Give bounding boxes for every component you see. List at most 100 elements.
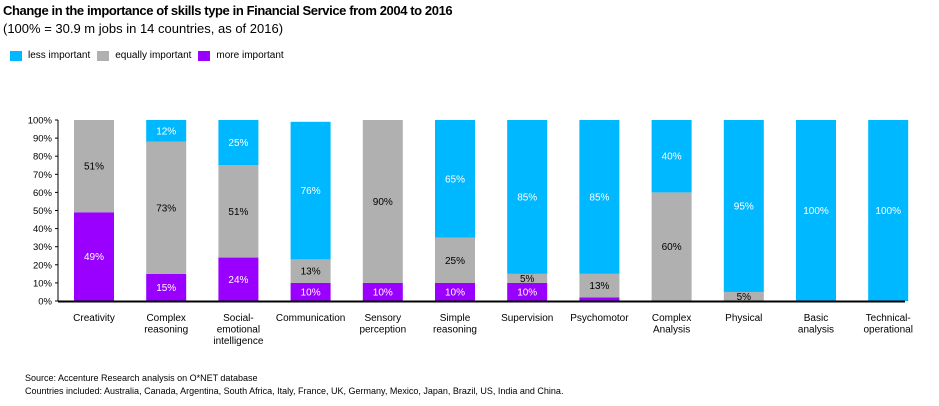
data-label: 10% — [373, 287, 393, 298]
legend-swatch-less-important — [10, 50, 22, 61]
x-tick-label: Social- — [223, 313, 254, 324]
x-tick-label: Complex — [652, 313, 691, 324]
legend-label: equally important — [115, 50, 192, 61]
legend-item-more-important: more important — [198, 50, 284, 61]
bar-segment-less-important — [723, 120, 764, 292]
legend-label: more important — [216, 50, 284, 61]
y-tick-label: 0% — [38, 297, 52, 308]
data-label: 95% — [734, 201, 754, 212]
x-tick-label: Creativity — [73, 313, 115, 324]
data-label: 100% — [803, 206, 829, 217]
x-tick-label: Physical — [725, 313, 762, 324]
bar-segment-less-important — [290, 121, 331, 260]
bar-segment-equally-important — [74, 120, 114, 213]
countries-note: Countries included: Australia, Canada, A… — [25, 386, 564, 396]
legend: less important equally important more im… — [10, 50, 291, 61]
bar-segment-equally-important — [146, 141, 187, 274]
legend-swatch-equally-important — [97, 50, 110, 61]
y-tick-label: 50% — [33, 206, 53, 217]
bar-segment-less-important — [507, 120, 548, 274]
data-label: 51% — [84, 162, 104, 173]
data-label: 51% — [228, 207, 248, 218]
y-tick-label: 10% — [33, 278, 53, 289]
data-label: 100% — [875, 206, 901, 217]
data-label-bg — [735, 291, 752, 301]
x-tick-label: Complex — [146, 313, 185, 324]
data-label: 13% — [301, 267, 321, 278]
x-tick-label: operational — [863, 325, 912, 336]
data-label-bg — [519, 272, 536, 283]
legend-label: less important — [28, 50, 91, 61]
legend-swatch-more-important — [198, 50, 211, 61]
y-tick-label: 80% — [33, 152, 53, 163]
data-label: 12% — [156, 126, 176, 137]
x-tick-label: Psychomotor — [570, 313, 629, 324]
x-tick-label: Analysis — [653, 325, 690, 336]
bar-segment-more-important — [218, 257, 259, 301]
data-label: 76% — [301, 186, 321, 197]
y-tick-label: 40% — [33, 224, 53, 235]
bar-segment-more-important — [435, 282, 475, 301]
chart-title: Change in the importance of skills type … — [3, 3, 453, 18]
chart-subtitle: (100% = 30.9 m jobs in 14 countries, as … — [3, 21, 284, 36]
y-tick-label: 70% — [33, 170, 53, 181]
x-tick-label: Basic — [804, 313, 828, 324]
data-label: 13% — [589, 281, 609, 292]
data-label: 85% — [589, 192, 609, 203]
x-tick-label: reasoning — [144, 325, 188, 336]
x-tick-label: emotional — [217, 325, 260, 336]
bar-segment-equally-important — [435, 237, 475, 283]
x-tick-label: Technical- — [866, 313, 911, 324]
legend-item-less-important: less important — [10, 50, 90, 61]
bar-segment-equally-important — [651, 192, 692, 301]
bar-segment-more-important — [362, 282, 403, 301]
data-label: 90% — [373, 197, 393, 208]
data-label: 5% — [520, 274, 535, 285]
bar-segment-less-important — [796, 120, 836, 301]
y-tick-label: 30% — [33, 242, 53, 253]
data-label: 40% — [662, 152, 682, 163]
data-label: 24% — [228, 275, 248, 286]
bar-segment-equally-important — [290, 259, 331, 283]
bar-segment-more-important — [507, 282, 548, 301]
data-label: 73% — [156, 203, 176, 214]
x-tick-label: Communication — [276, 313, 345, 324]
bar-segment-less-important — [651, 120, 692, 193]
data-label: 60% — [662, 242, 682, 253]
bar-segment-less-important — [868, 120, 909, 301]
bar-segment-equally-important — [579, 273, 620, 298]
legend-item-equally-important: equally important — [97, 50, 191, 61]
data-label: 10% — [445, 287, 465, 298]
data-label: 15% — [156, 283, 176, 294]
x-tick-label: Supervision — [501, 313, 553, 324]
x-tick-label: Sensory — [364, 313, 401, 324]
data-label: 85% — [517, 192, 537, 203]
bar-segment-equally-important — [218, 165, 259, 258]
data-label: 25% — [228, 138, 248, 149]
bar-segment-more-important — [290, 282, 331, 301]
bar-segment-less-important — [579, 120, 620, 274]
bar-segment-more-important — [146, 273, 187, 301]
data-label: 49% — [84, 252, 104, 263]
bar-segment-more-important — [579, 297, 620, 301]
bar-segment-less-important — [146, 120, 187, 142]
data-label: 10% — [517, 287, 537, 298]
y-tick-label: 90% — [33, 134, 53, 145]
bar-segment-less-important — [435, 120, 475, 238]
x-tick-label: intelligence — [213, 336, 263, 347]
data-label: 25% — [445, 256, 465, 267]
y-tick-label: 20% — [33, 260, 53, 271]
x-tick-label: analysis — [798, 325, 834, 336]
x-tick-label: perception — [359, 325, 406, 336]
x-tick-label: reasoning — [433, 325, 477, 336]
source-note: Source: Accenture Research analysis on O… — [25, 373, 258, 383]
data-label: 65% — [445, 174, 465, 185]
data-label: 5% — [737, 292, 752, 303]
y-tick-label: 100% — [28, 116, 53, 127]
bar-segment-more-important — [74, 212, 114, 301]
x-tick-label: Simple — [440, 313, 471, 324]
data-label: 10% — [301, 287, 321, 298]
bar-segment-less-important — [218, 120, 259, 166]
bar-segment-equally-important — [362, 120, 403, 283]
